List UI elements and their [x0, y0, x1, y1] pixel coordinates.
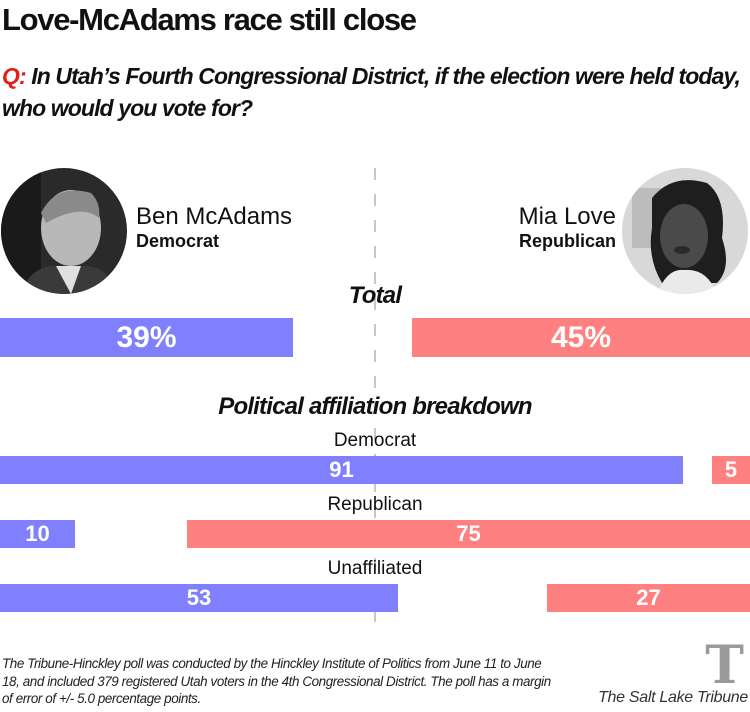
- group-label-democrat: Democrat: [333, 430, 417, 451]
- group-label-unaffiliated: Unaffiliated: [327, 558, 423, 579]
- portrait-image: [622, 168, 748, 294]
- total-heading: Total: [348, 282, 402, 309]
- tribune-t-icon: T: [705, 635, 744, 696]
- bar-value-label: 53: [186, 585, 212, 610]
- bar-democrat-love: 5: [712, 456, 750, 484]
- mia-love-portrait: [622, 168, 748, 294]
- bar-unaffiliated-love: 27: [547, 584, 750, 612]
- question-text: In Utah’s Fourth Congressional District,…: [2, 63, 741, 121]
- bar-value-label: 10: [25, 521, 50, 546]
- bar-republican-mcadams: 10: [0, 520, 75, 548]
- chart-title: Love-McAdams race still close: [2, 2, 417, 37]
- poll-question: Q: In Utah’s Fourth Congressional Distri…: [2, 60, 748, 124]
- bar-value-label: 45%: [550, 320, 612, 354]
- right-candidate-party: Republican: [518, 231, 616, 251]
- bar-value-label: 39%: [116, 320, 177, 354]
- left-candidate-party: Democrat: [136, 231, 220, 251]
- ben-mcadams-portrait: [1, 168, 127, 294]
- bar-value-label: 75: [456, 521, 481, 546]
- breakdown-heading: Political affiliation breakdown: [218, 393, 532, 420]
- total-bar-democrat: 39%: [0, 318, 293, 357]
- bar-value-label: 91: [329, 457, 354, 482]
- center-divider: [374, 168, 376, 628]
- group-label-republican: Republican: [327, 494, 423, 515]
- total-bar-republican: 45%: [412, 318, 750, 357]
- bar-democrat-mcadams: 91: [0, 456, 683, 484]
- left-candidate-name: Ben McAdams: [136, 203, 293, 230]
- methodology-note: The Tribune-Hinckley poll was conducted …: [2, 656, 551, 706]
- salt-lake-tribune-logo: T The Salt Lake Tribune: [585, 640, 750, 712]
- portrait-image: [1, 168, 127, 294]
- logo-wordmark: The Salt Lake Tribune: [598, 689, 748, 706]
- bar-unaffiliated-mcadams: 53: [0, 584, 398, 612]
- right-candidate-name: Mia Love: [518, 203, 616, 230]
- bar-value-label: 27: [636, 585, 661, 610]
- question-prefix: Q:: [2, 63, 27, 89]
- bar-value-label: 5: [724, 457, 738, 482]
- bar-republican-love: 75: [187, 520, 750, 548]
